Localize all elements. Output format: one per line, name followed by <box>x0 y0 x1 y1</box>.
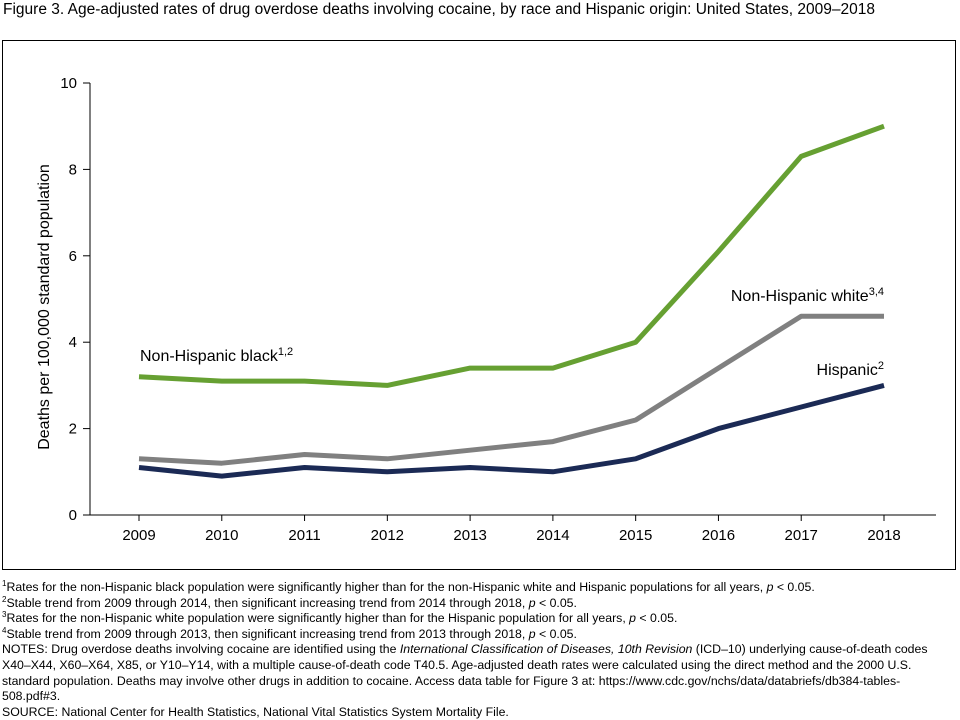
x-tick-label: 2014 <box>536 527 569 544</box>
x-tick-label: 2016 <box>702 527 735 544</box>
y-tick-label: 0 <box>69 507 77 524</box>
footnote-p: p <box>528 595 536 610</box>
notes-text: NOTES: Drug overdose deaths involving co… <box>2 642 958 704</box>
footnote-text: Rates for the non-Hispanic white populat… <box>6 611 630 626</box>
series-label-non-hispanic-black: Non-Hispanic black1,2 <box>140 346 293 365</box>
notes-prefix: NOTES: Drug overdose deaths involving co… <box>2 642 400 657</box>
footnote-text: Stable trend from 2009 through 2014, the… <box>6 595 529 610</box>
footnote-tail: < 0.05. <box>535 626 577 641</box>
footnote-2: 2Stable trend from 2009 through 2014, th… <box>2 594 958 612</box>
series-label-hispanic: Hispanic2 <box>817 360 884 379</box>
notes-italic: International Classification of Diseases… <box>399 642 693 657</box>
x-tick-label: 2018 <box>867 527 900 544</box>
figure-title: Figure 3. Age-adjusted rates of drug ove… <box>3 1 875 18</box>
x-tick-label: 2012 <box>371 527 404 544</box>
x-tick-label: 2010 <box>205 527 238 544</box>
footnote-4: 4Stable trend from 2009 through 2013, th… <box>2 625 958 643</box>
y-tick-label: 10 <box>60 75 77 92</box>
x-tick-label: 2017 <box>785 527 818 544</box>
footnote-p: p <box>528 626 536 641</box>
series-label-non-hispanic-white: Non-Hispanic white3,4 <box>731 286 884 305</box>
footnote-text: Stable trend from 2009 through 2013, the… <box>6 626 529 641</box>
series-line-non-hispanic-white <box>138 313 884 466</box>
y-tick-label: 4 <box>69 334 77 351</box>
footnote-tail: < 0.05. <box>636 611 678 626</box>
series-line-non-hispanic-black <box>138 123 885 388</box>
chart-frame: 0 2 4 6 8 10 2009 2010 2011 2012 2013 2014 2015 2016 2… <box>2 40 956 570</box>
notes-suffix: (ICD–10) underlying cause-of-death codes… <box>2 642 928 704</box>
footnote-1: 1Rates for the non-Hispanic black popula… <box>2 580 958 596</box>
y-tick-label: 2 <box>69 421 77 438</box>
footnote-tail: < 0.05. <box>773 580 815 594</box>
x-tick-label: 2011 <box>288 527 320 544</box>
x-tick-label: 2015 <box>619 527 652 544</box>
footnote-text: Rates for the non-Hispanic black populat… <box>6 580 767 594</box>
footnote-p: p <box>766 580 774 594</box>
source-text: SOURCE: National Center for Health Stati… <box>2 704 509 719</box>
footnote-marker: 2 <box>2 594 7 604</box>
notes-section: 1Rates for the non-Hispanic black popula… <box>2 580 958 720</box>
x-tick-label: 2013 <box>453 527 486 544</box>
footnotes: 1Rates for the non-Hispanic black popula… <box>2 580 958 642</box>
series-line-hispanic <box>138 382 885 479</box>
x-tick-label: 2009 <box>122 527 155 544</box>
y-axis-title: Deaths per 100,000 standard population <box>36 164 53 450</box>
line-chart: 0 2 4 6 8 10 2009 2010 2011 2012 2013 2014 2015 2016 2… <box>36 75 936 544</box>
footnote-tail: < 0.05. <box>535 595 577 610</box>
footnote-marker: 4 <box>2 625 7 635</box>
y-tick-label: 8 <box>69 161 77 178</box>
y-tick-label: 6 <box>69 248 77 265</box>
footnote-3: 3Rates for the non-Hispanic white popula… <box>2 611 958 627</box>
footnote-marker: 3 <box>2 610 7 620</box>
footnote-p: p <box>629 611 637 626</box>
footnote-marker: 1 <box>2 579 7 588</box>
